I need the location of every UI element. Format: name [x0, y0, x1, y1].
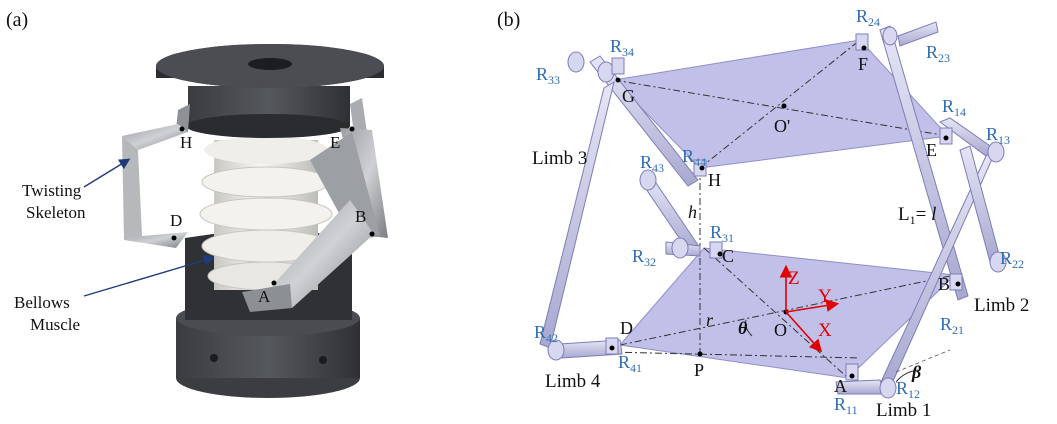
point-D: D — [620, 318, 633, 338]
limb-rods — [539, 21, 1001, 395]
point-labels: G F O' E H C B D O A P — [620, 54, 950, 396]
coordinate-axes: Z Y X — [779, 264, 840, 353]
panel-a-tag: (a) — [6, 9, 28, 31]
z-axis-label: Z — [788, 268, 800, 289]
point-O: O — [774, 320, 787, 340]
point-D-label: D — [170, 211, 182, 230]
joint-R21: R21 — [940, 314, 964, 337]
beta-arc — [895, 369, 919, 383]
panel-b: (b) — [497, 6, 1029, 421]
theta-arc — [745, 319, 753, 337]
vertex-dots — [609, 45, 961, 379]
symbol-theta: θ — [738, 318, 748, 338]
joint-cylinders — [547, 26, 1007, 399]
point-B-label: B — [355, 207, 366, 226]
twisting-label-line2: Skeleton — [26, 203, 86, 222]
joint-R34: R34 — [610, 36, 634, 59]
twisting-skeleton — [122, 98, 388, 312]
callouts: Twisting Skeleton Bellows Muscle — [14, 158, 215, 334]
point-H-label: H — [180, 133, 192, 152]
joint-R31: R31 — [710, 222, 734, 245]
joint-R24: R24 — [856, 6, 880, 29]
point-P: P — [694, 360, 704, 380]
joint-R44: R44 — [682, 146, 706, 169]
joint-labels: R24 R23 R34 R33 R14 R13 R44 R43 R31 R32 … — [534, 6, 1024, 417]
bellows-muscle — [199, 136, 333, 291]
joint-R13: R13 — [986, 124, 1010, 147]
limb1-length-label: L1= l — [898, 204, 936, 227]
point-H: H — [708, 170, 721, 190]
x-axis-label: X — [818, 320, 832, 341]
symbol-labels: h r θ β L1= l — [688, 202, 936, 382]
twisting-label-line1: Twisting — [22, 181, 82, 200]
joint-R33: R33 — [536, 64, 560, 87]
limb3-label: Limb 3 — [532, 148, 587, 169]
joint-R43: R43 — [640, 152, 664, 175]
joint-R32: R32 — [632, 246, 656, 269]
joint-R23: R23 — [926, 42, 950, 65]
joint-R11: R11 — [834, 394, 858, 417]
y-axis-label: Y — [818, 286, 832, 307]
joint-R42: R42 — [534, 322, 558, 345]
limb1-label: Limb 1 — [876, 400, 931, 421]
limb4-label: Limb 4 — [545, 371, 601, 392]
symbol-beta: β — [911, 362, 922, 382]
point-E-label: E — [330, 133, 340, 152]
symbol-h: h — [688, 202, 697, 222]
point-F: F — [858, 54, 868, 74]
top-plate — [156, 44, 384, 138]
limb-labels: Limb 3 Limb 2 Limb 4 Limb 1 — [532, 148, 1029, 421]
point-G: G — [622, 86, 635, 106]
bellows-label-line2: Muscle — [30, 315, 80, 334]
panel-b-tag: (b) — [497, 9, 520, 31]
prototype-markers: H E D B A — [170, 126, 375, 306]
limb2-label: Limb 2 — [974, 295, 1029, 316]
point-C: C — [722, 246, 734, 266]
joint-R22: R22 — [1000, 248, 1024, 271]
bellows-arrow — [83, 255, 215, 297]
joint-R12: R12 — [896, 378, 920, 401]
twisting-arrow — [83, 158, 131, 188]
x-axis-arrow — [785, 311, 823, 353]
beta-ref-line — [895, 349, 951, 373]
joint-R14: R14 — [942, 96, 966, 119]
panel-a: (a) — [6, 9, 388, 398]
bellows-label-line1: Bellows — [14, 293, 70, 312]
base-line — [609, 351, 861, 359]
y-axis-arrow — [785, 299, 840, 313]
point-A-label: A — [258, 287, 271, 306]
symbol-r: r — [706, 310, 714, 330]
point-A: A — [834, 376, 847, 396]
point-B: B — [938, 274, 950, 294]
point-E: E — [926, 140, 937, 160]
point-O-prime: O' — [774, 116, 790, 136]
joint-R41: R41 — [618, 352, 642, 375]
